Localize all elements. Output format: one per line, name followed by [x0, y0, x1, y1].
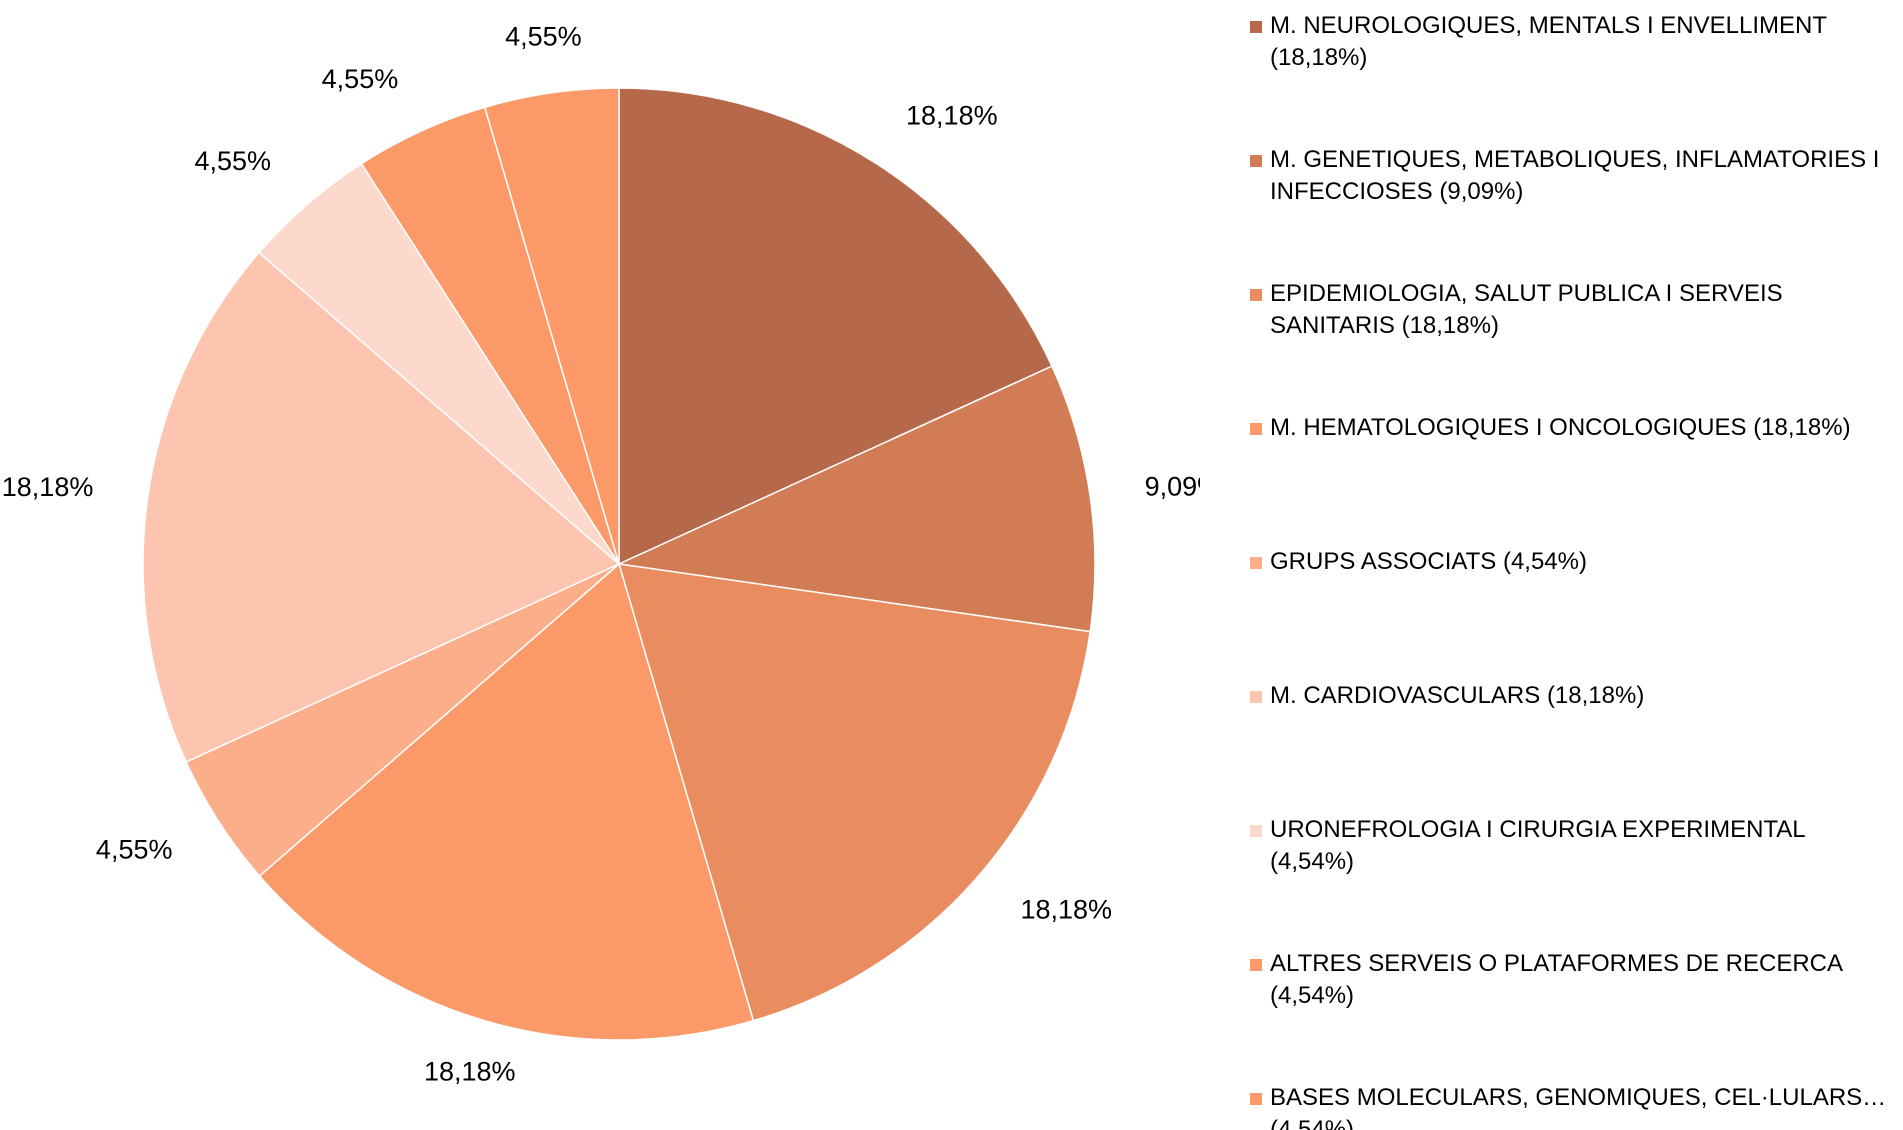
- legend-item: BASES MOLECULARS, GENOMIQUES, CEL·LULARS…: [1250, 1082, 1890, 1130]
- legend-item: M. GENETIQUES, METABOLIQUES, INFLAMATORI…: [1250, 144, 1890, 208]
- legend-label: EPIDEMIOLOGIA, SALUT PUBLICA I SERVEIS S…: [1270, 280, 1783, 339]
- pie-slice: [617, 563, 1092, 1022]
- data-label: 18,18%: [424, 1057, 516, 1087]
- legend-swatch: [1250, 825, 1262, 837]
- pie-slice: [616, 365, 1096, 633]
- pie-slice: [258, 562, 755, 1041]
- legend-item: EPIDEMIOLOGIA, SALUT PUBLICA I SERVEIS S…: [1250, 278, 1890, 342]
- legend-item: M. CARDIOVASCULARS (18,18%): [1250, 680, 1890, 712]
- legend-swatch: [1250, 289, 1262, 301]
- legend-label: GRUPS ASSOCIATS (4,54%): [1270, 548, 1587, 575]
- data-label: 18,18%: [1020, 895, 1112, 925]
- legend-label: ALTRES SERVEIS O PLATAFORMES DE RECERCA …: [1270, 950, 1842, 1009]
- data-label: 18,18%: [906, 100, 998, 130]
- legend-item: M. HEMATOLOGIQUES I ONCOLOGIQUES (18,18%…: [1250, 412, 1890, 444]
- legend-item: URONEFROLOGIA I CIRURGIA EXPERIMENTAL (4…: [1250, 814, 1890, 878]
- data-label: 9,09%: [1145, 471, 1200, 501]
- legend-swatch: [1250, 155, 1262, 167]
- data-label: 4,55%: [96, 835, 173, 865]
- data-label: 4,55%: [505, 22, 582, 52]
- legend-swatch: [1250, 691, 1262, 703]
- legend-swatch: [1250, 557, 1262, 569]
- pie-slice: [142, 251, 621, 763]
- legend-swatch: [1250, 423, 1262, 435]
- legend-swatch: [1250, 21, 1262, 33]
- pie-slice: [618, 87, 1053, 566]
- data-label: 18,18%: [2, 472, 94, 502]
- legend-label: URONEFROLOGIA I CIRURGIA EXPERIMENTAL (4…: [1270, 816, 1805, 875]
- legend-label: M. HEMATOLOGIQUES I ONCOLOGIQUES (18,18%…: [1270, 414, 1851, 441]
- data-label: 4,55%: [322, 64, 399, 94]
- legend-item: GRUPS ASSOCIATS (4,54%): [1250, 546, 1890, 578]
- pie-slice: [483, 87, 620, 565]
- legend-label: M. CARDIOVASCULARS (18,18%): [1270, 682, 1645, 709]
- legend-label: BASES MOLECULARS, GENOMIQUES, CEL·LULARS…: [1270, 1084, 1887, 1130]
- pie-area: 18,18% 9,09% 18,18% 18,18% 4,55% 18,18% 4,55% 4…: [2, 22, 1200, 1087]
- legend-label: M. GENETIQUES, METABOLIQUES, INFLAMATORI…: [1270, 146, 1880, 205]
- legend-label: M. NEUROLOGIQUES, MENTALS I ENVELLIMENT …: [1270, 12, 1827, 71]
- data-label: 4,55%: [194, 146, 271, 176]
- legend-item: ALTRES SERVEIS O PLATAFORMES DE RECERCA …: [1250, 948, 1890, 1012]
- legend-swatch: [1250, 1093, 1262, 1105]
- legend-swatch: [1250, 959, 1262, 971]
- legend-item: M. NEUROLOGIQUES, MENTALS I ENVELLIMENT …: [1250, 10, 1890, 74]
